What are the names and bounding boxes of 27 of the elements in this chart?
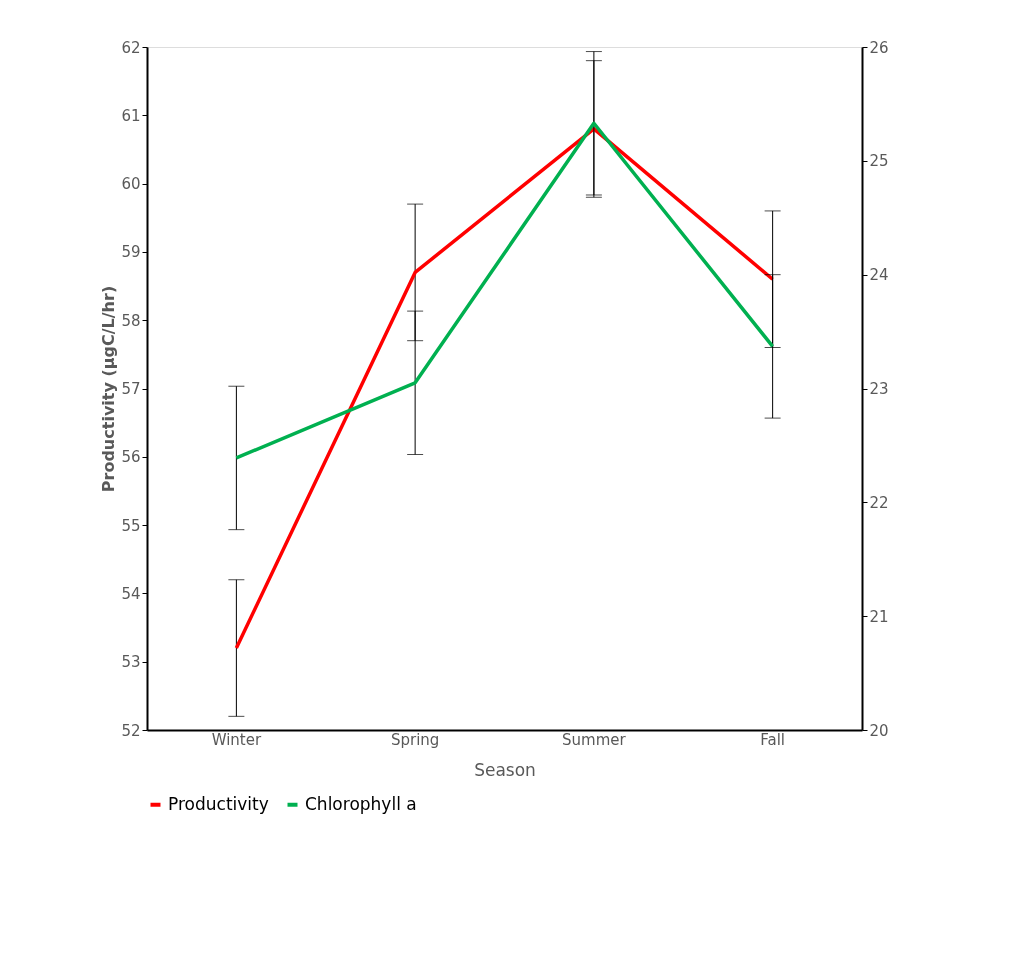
y-tick-label: 59	[121, 243, 141, 262]
x-tick-label: Fall	[760, 730, 786, 749]
y-tick-label: 55	[121, 516, 141, 535]
y2-tick-label: 21	[869, 607, 889, 626]
y-tick-label: 60	[121, 175, 141, 194]
y-tick-label: 62	[121, 38, 141, 57]
y-tick-label: 58	[121, 311, 141, 330]
legend-label: Productivity	[168, 793, 269, 814]
y2-tick-label: 24	[869, 266, 889, 285]
y-tick-label: 53	[121, 653, 141, 672]
y2-tick-label: 22	[869, 493, 889, 512]
legend-label: Chlorophyll a	[305, 793, 417, 814]
x-tick-label: Spring	[390, 730, 440, 749]
y-tick-label: 54	[121, 584, 141, 603]
x-tick-label: Summer	[562, 730, 627, 749]
y2-tick-label: 20	[869, 721, 889, 740]
y2-tick-label: 26	[869, 38, 889, 57]
y-tick-label: 52	[121, 721, 141, 740]
y-axis-title: Productivity (µgC/L/hr)	[99, 285, 119, 493]
y-tick-label: 56	[121, 448, 141, 467]
y-tick-label: 57	[121, 380, 141, 398]
y2-tick-label: 23	[869, 380, 889, 398]
x-axis-title: Season	[474, 759, 536, 780]
y-tick-label: 61	[121, 106, 141, 125]
y2-tick-label: 25	[869, 152, 889, 171]
x-tick-label: Winter	[211, 730, 262, 749]
line-series	[234, 127, 775, 650]
